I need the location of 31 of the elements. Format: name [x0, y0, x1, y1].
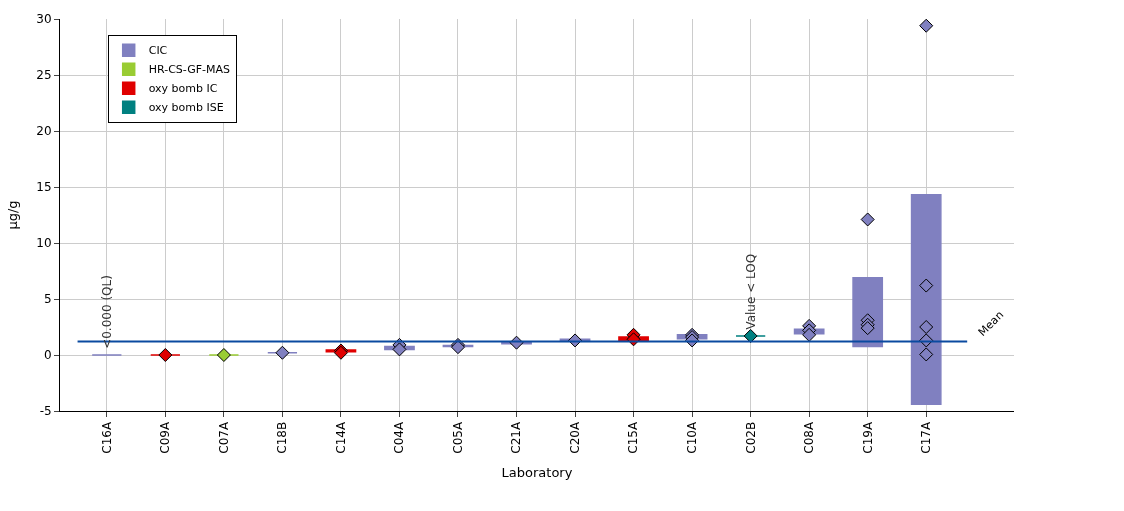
x-tick-label: C17A: [919, 421, 934, 454]
x-tick-label: C14A: [333, 421, 348, 454]
x-tick-label: C16A: [99, 421, 114, 454]
y-tick-label: 10: [36, 236, 52, 251]
x-tick-label: C18B: [275, 421, 290, 454]
x-tick-label: C19A: [860, 421, 875, 454]
x-axis-title: Laboratory: [501, 465, 573, 481]
y-tick-label: 5: [43, 292, 52, 307]
y-tick-label: 0: [43, 348, 52, 363]
y-tick-label: 20: [36, 124, 52, 139]
legend-label: CIC: [148, 44, 168, 58]
x-tick-label: C02B: [743, 421, 758, 454]
annotation: <0.000 (QL): [99, 275, 114, 349]
y-axis-title: µg/g: [5, 200, 21, 230]
x-tick-label: C08A: [802, 421, 817, 454]
y-tick-label: 15: [36, 180, 52, 195]
legend-label: oxy bomb ISE: [148, 101, 224, 115]
legend-label: HR-CS-GF-MAS: [148, 63, 231, 77]
x-tick-label: C20A: [567, 421, 582, 454]
y-tick-label: 25: [36, 68, 52, 83]
x-tick-label: C04A: [392, 421, 407, 454]
x-tick-label: C05A: [450, 421, 465, 454]
x-tick-label: C15A: [626, 421, 641, 454]
x-tick-label: C21A: [509, 421, 524, 454]
y-tick-label: -5: [39, 404, 52, 419]
legend-label: oxy bomb IC: [148, 82, 218, 96]
x-tick-label: C09A: [158, 421, 173, 454]
x-tick-label: C07A: [216, 421, 231, 454]
y-tick-label: 30: [36, 12, 52, 27]
annotation: Value < LOQ: [743, 253, 758, 330]
x-tick-label: C10A: [685, 421, 699, 454]
